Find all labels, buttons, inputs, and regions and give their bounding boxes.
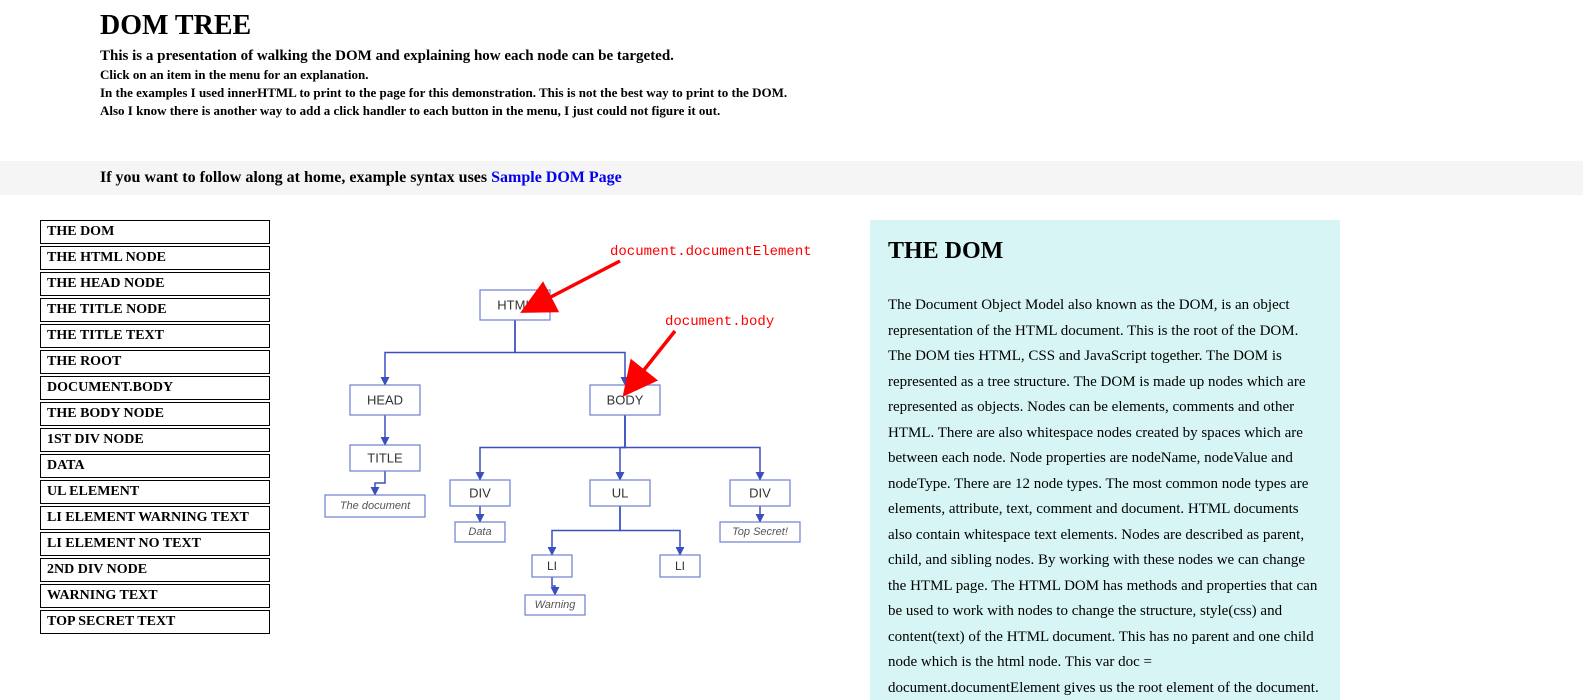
menu-item-li-warning[interactable]: LI ELEMENT WARNING TEXT [40, 506, 270, 530]
explanation-title: THE DOM [888, 238, 1322, 265]
menu-item-li-no-text[interactable]: LI ELEMENT NO TEXT [40, 532, 270, 556]
menu-item-warning-text[interactable]: WARNING TEXT [40, 584, 270, 608]
svg-text:BODY: BODY [607, 393, 644, 408]
header-note: In the examples I used innerHTML to prin… [100, 85, 1583, 101]
menu-item-title-node[interactable]: THE TITLE NODE [40, 298, 270, 322]
svg-text:Data: Data [468, 526, 491, 538]
page-header: DOM TREE This is a presentation of walki… [0, 0, 1583, 141]
follow-prefix: If you want to follow along at home, exa… [100, 169, 491, 186]
menu-item-1st-div[interactable]: 1ST DIV NODE [40, 428, 270, 452]
menu-item-top-secret[interactable]: TOP SECRET TEXT [40, 610, 270, 634]
menu-item-document-body[interactable]: DOCUMENT.BODY [40, 376, 270, 400]
menu-sidebar: THE DOM THE HTML NODE THE HEAD NODE THE … [40, 220, 270, 636]
menu-item-2nd-div[interactable]: 2ND DIV NODE [40, 558, 270, 582]
explanation-body: The Document Object Model also known as … [888, 293, 1322, 700]
svg-text:DIV: DIV [469, 486, 491, 501]
svg-text:LI: LI [547, 559, 557, 573]
menu-item-head-node[interactable]: THE HEAD NODE [40, 272, 270, 296]
menu-item-data[interactable]: DATA [40, 454, 270, 478]
page-title: DOM TREE [100, 10, 1583, 42]
svg-text:HTML: HTML [497, 298, 532, 313]
sample-dom-link[interactable]: Sample DOM Page [491, 169, 622, 186]
dom-tree-diagram: HTML HEAD BODY TITLE The document DIV UL DIV Dat… [270, 220, 860, 620]
menu-item-ul[interactable]: UL ELEMENT [40, 480, 270, 504]
svg-text:document.documentElement: document.documentElement [610, 244, 812, 260]
svg-text:TITLE: TITLE [367, 451, 403, 466]
explanation-panel: THE DOM The Document Object Model also k… [870, 220, 1340, 700]
menu-item-the-root[interactable]: THE ROOT [40, 350, 270, 374]
follow-along-bar: If you want to follow along at home, exa… [0, 161, 1583, 195]
svg-text:DIV: DIV [749, 486, 771, 501]
svg-text:Warning: Warning [535, 599, 577, 611]
svg-text:Top Secret!: Top Secret! [732, 526, 788, 538]
menu-item-body-node[interactable]: THE BODY NODE [40, 402, 270, 426]
menu-item-the-dom[interactable]: THE DOM [40, 220, 270, 244]
svg-text:LI: LI [675, 559, 685, 573]
main-content: THE DOM THE HTML NODE THE HEAD NODE THE … [0, 195, 1583, 700]
svg-text:document.body: document.body [665, 314, 774, 330]
svg-text:UL: UL [612, 486, 629, 501]
page-subtitle: This is a presentation of walking the DO… [100, 48, 1583, 65]
header-note: Click on an item in the menu for an expl… [100, 67, 1583, 83]
svg-text:HEAD: HEAD [367, 393, 403, 408]
menu-item-html-node[interactable]: THE HTML NODE [40, 246, 270, 270]
header-note: Also I know there is another way to add … [100, 103, 1583, 119]
svg-text:The document: The document [340, 500, 411, 512]
menu-item-title-text[interactable]: THE TITLE TEXT [40, 324, 270, 348]
